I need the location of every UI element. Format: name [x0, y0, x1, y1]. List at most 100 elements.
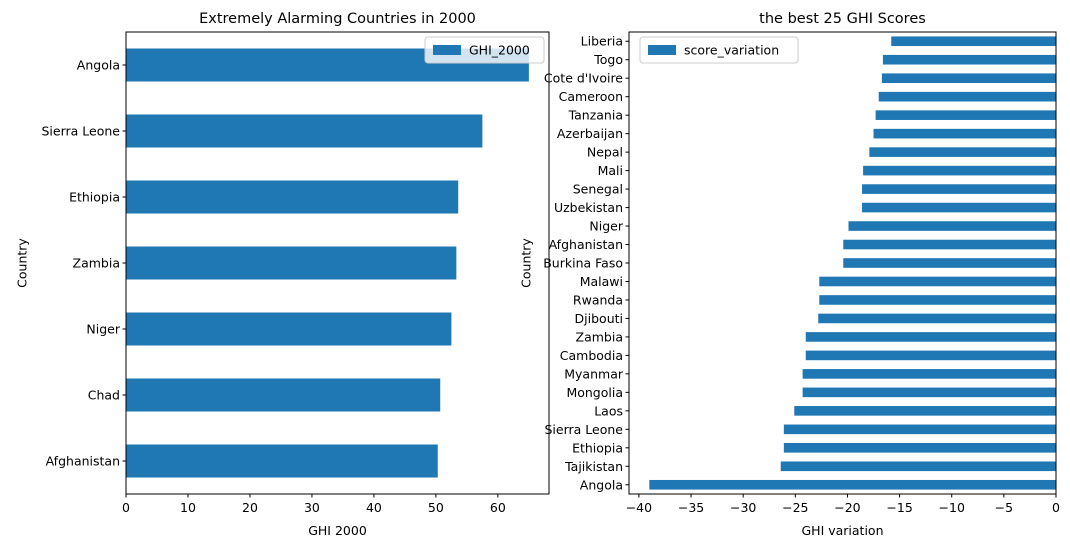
legend-frame — [639, 36, 799, 64]
bar-zambia — [805, 332, 1056, 342]
y-tick-label: Niger — [86, 322, 120, 337]
x-axis-ticks: −40 −35 −30 −25 −20 −15 −10 −5 0 — [626, 494, 1060, 515]
bar-azerbaijan — [873, 128, 1056, 139]
x-tick-label: −5 — [995, 500, 1013, 515]
chart-best-ghi-scores: Angola Tajikistan Ethiopia Sierra Leone Laos… — [519, 11, 1061, 538]
y-tick-label: Sierra Leone — [42, 124, 121, 139]
bar-uzbekistan — [862, 202, 1056, 213]
bar-chad — [126, 378, 441, 412]
bar-sierra-leone — [126, 114, 483, 148]
bar-niger — [126, 312, 452, 346]
x-tick-label: 60 — [490, 500, 506, 515]
bars — [126, 48, 529, 478]
y-tick-label: Afghanistan — [549, 237, 623, 252]
bar-liberia — [891, 36, 1056, 47]
y-tick-label: Cameroon — [559, 89, 623, 104]
bar-malawi — [819, 276, 1056, 287]
bar-tajikistan — [780, 461, 1056, 472]
y-tick-label: Chad — [88, 388, 120, 403]
y-tick-label: Uzbekistan — [554, 200, 623, 215]
y-tick-label: Togo — [593, 52, 623, 67]
y-tick-label: Tanzania — [568, 108, 623, 123]
y-tick-label: Ethiopia — [572, 440, 623, 455]
y-tick-label: Angola — [580, 477, 623, 492]
bar-laos — [794, 406, 1056, 416]
legend: score_variation — [639, 36, 799, 64]
bar-zambia — [126, 246, 457, 280]
x-tick-label: 0 — [122, 500, 130, 515]
bar-djibouti — [818, 313, 1056, 324]
bar-burkina-faso — [843, 258, 1056, 268]
legend-swatch — [648, 45, 676, 55]
bar-senegal — [862, 184, 1056, 194]
chart-extremely-alarming-countries: Afghanistan Chad Niger Zambia Ethiopia Sierra… — [15, 11, 550, 538]
bars — [649, 36, 1056, 490]
bar-afghanistan — [843, 239, 1056, 250]
y-axis-ticks: Afghanistan Chad Niger Zambia Ethiopia Sierra… — [42, 58, 126, 469]
y-tick-label: Senegal — [573, 182, 623, 197]
x-tick-label: −25 — [782, 500, 808, 515]
bar-angola — [649, 479, 1056, 490]
x-tick-label: −15 — [886, 500, 912, 515]
y-axis-label: Country — [519, 238, 534, 288]
x-axis-label: GHI 2000 — [308, 523, 367, 538]
y-tick-label: Myanmar — [564, 366, 624, 381]
x-axis-label: GHI variation — [801, 523, 883, 538]
y-tick-label: Tajikistan — [564, 459, 623, 474]
bar-afghanistan — [126, 444, 438, 478]
y-tick-label: Azerbaijan — [557, 126, 623, 141]
bar-mali — [863, 165, 1056, 176]
bar-cambodia — [805, 350, 1056, 361]
y-tick-label: Burkina Faso — [543, 256, 623, 271]
x-tick-label: 30 — [304, 500, 320, 515]
y-tick-label: Cambodia — [560, 348, 623, 363]
y-tick-label: Mali — [598, 163, 623, 178]
legend-frame — [424, 36, 545, 64]
y-tick-label: Mongolia — [566, 385, 623, 400]
bar-sierra-leone — [783, 424, 1056, 435]
y-tick-label: Rwanda — [573, 292, 623, 307]
bar-ethiopia — [783, 443, 1056, 453]
y-tick-label: Niger — [589, 219, 623, 234]
bar-myanmar — [802, 369, 1056, 379]
bar-ethiopia — [126, 180, 459, 214]
y-tick-label: Sierra Leone — [545, 422, 624, 437]
x-tick-label: −30 — [730, 500, 756, 515]
x-tick-label: −35 — [678, 500, 704, 515]
y-tick-label: Zambia — [576, 329, 623, 344]
bar-niger — [848, 221, 1056, 231]
bar-cote-d-ivoire — [881, 73, 1056, 83]
legend: GHI_2000 — [424, 36, 545, 64]
y-tick-label: Liberia — [581, 34, 623, 49]
x-tick-label: −40 — [626, 500, 652, 515]
x-tick-label: 20 — [242, 500, 258, 515]
legend-label: score_variation — [684, 43, 779, 58]
bar-tanzania — [875, 110, 1056, 120]
bar-togo — [882, 54, 1056, 65]
y-tick-label: Angola — [77, 58, 120, 73]
y-tick-label: Ethiopia — [69, 190, 120, 205]
legend-label: GHI_2000 — [469, 43, 530, 58]
chart-title: Extremely Alarming Countries in 2000 — [199, 11, 476, 27]
bar-rwanda — [819, 295, 1056, 305]
y-tick-label: Zambia — [73, 256, 120, 271]
chart-title: the best 25 GHI Scores — [759, 11, 926, 27]
x-tick-label: 0 — [1052, 500, 1060, 515]
y-tick-label: Cote d'Ivoire — [544, 71, 623, 86]
x-tick-label: 40 — [366, 500, 382, 515]
x-tick-label: −20 — [834, 500, 860, 515]
x-tick-label: 10 — [180, 500, 196, 515]
bar-mongolia — [802, 387, 1056, 398]
y-tick-label: Malawi — [580, 274, 623, 289]
y-axis-ticks: Angola Tajikistan Ethiopia Sierra Leone Laos… — [543, 34, 629, 492]
legend-swatch — [433, 45, 461, 55]
bar-cameroon — [878, 91, 1056, 102]
x-tick-label: 50 — [428, 500, 444, 515]
x-tick-label: −10 — [939, 500, 965, 515]
bar-nepal — [869, 147, 1056, 157]
y-axis-label: Country — [15, 238, 30, 288]
x-axis-ticks: 0 10 20 30 40 50 60 — [122, 494, 506, 515]
y-tick-label: Djibouti — [575, 311, 623, 326]
y-tick-label: Afghanistan — [46, 454, 120, 469]
